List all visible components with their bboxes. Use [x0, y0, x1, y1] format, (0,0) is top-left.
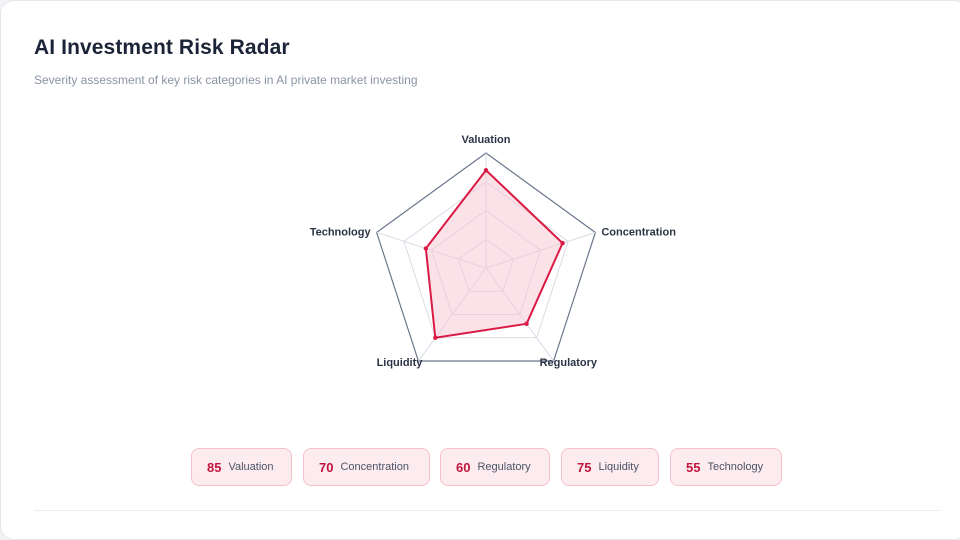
- radar-series: [423, 168, 565, 340]
- legend-value: 55: [686, 459, 701, 475]
- legend-chip-technology: 55 Technology: [670, 448, 782, 486]
- bottom-divider: [34, 510, 940, 511]
- legend-value: 60: [456, 459, 471, 475]
- axis-label-regulatory: Regulatory: [540, 357, 598, 369]
- legend-value: 75: [577, 459, 592, 475]
- radar-point-valuation: [483, 168, 489, 173]
- axis-label-concentration: Concentration: [601, 226, 676, 238]
- axis-label-technology: Technology: [310, 226, 372, 238]
- legend-label: Regulatory: [477, 461, 531, 473]
- page-title: AI Investment Risk Radar: [34, 36, 290, 59]
- radar-chart: Valuation Concentration Regulatory Liquidit…: [310, 134, 677, 369]
- radar-point-liquidity: [433, 335, 438, 340]
- legend-label: Valuation: [228, 461, 274, 473]
- axis-label-liquidity: Liquidity: [377, 357, 424, 369]
- legend-chip-concentration: 70 Concentration: [303, 448, 430, 486]
- legend-value: 85: [207, 459, 222, 475]
- legend-chip-valuation: 85 Valuation: [191, 448, 292, 486]
- radar-grid-ring: [403, 181, 569, 339]
- legend-chip-regulatory: 60 Regulatory: [440, 448, 550, 486]
- legend-chip-liquidity: 75 Liquidity: [561, 448, 659, 486]
- radar-outer-ring: [375, 152, 597, 362]
- legend-label: Liquidity: [598, 461, 639, 473]
- radar-point-technology: [423, 246, 429, 251]
- radar-point-regulatory: [524, 321, 529, 327]
- legend-value: 70: [319, 459, 334, 475]
- value-legend: 85 Valuation 70 Concentration 60 Regulat…: [0, 448, 960, 486]
- radar-point-concentration: [560, 240, 565, 246]
- axis-label-valuation: Valuation: [462, 134, 511, 146]
- page-subtitle: Severity assessment of key risk categori…: [34, 73, 418, 87]
- radar-series-area: [424, 169, 564, 339]
- legend-label: Concentration: [340, 461, 409, 473]
- radar-axis-labels: Valuation Concentration Regulatory Liquidit…: [310, 134, 677, 369]
- legend-label: Technology: [707, 461, 764, 473]
